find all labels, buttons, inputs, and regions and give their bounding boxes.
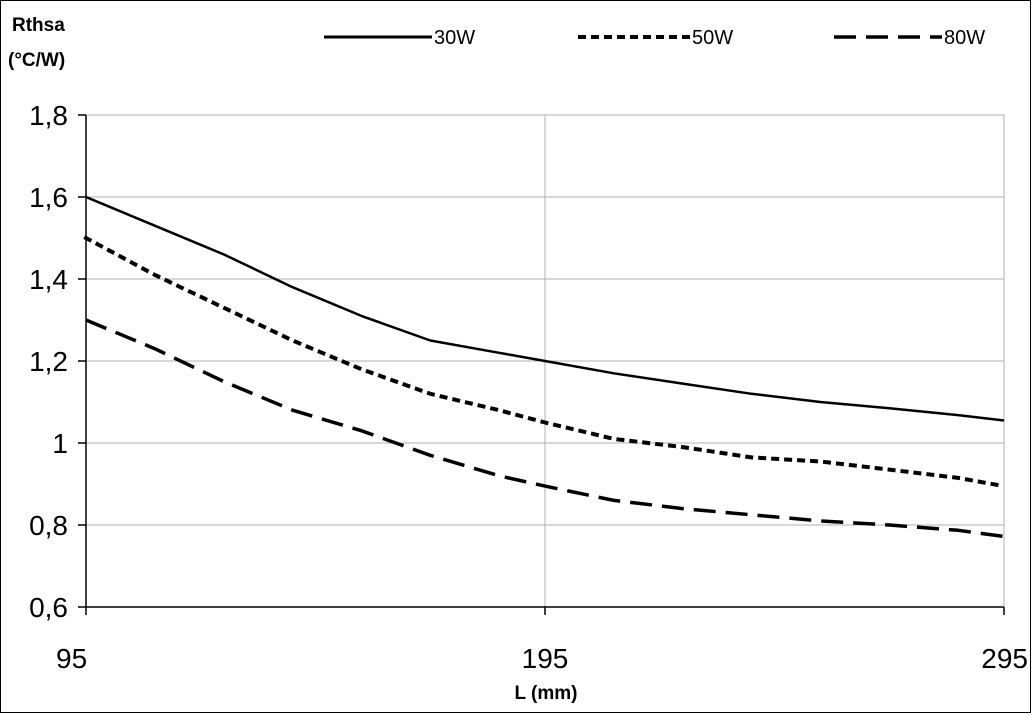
axes: 0,6 0,8 1 1,2 1,4 1,6 1,8 95 195 295 (29, 100, 1028, 674)
y-tick-label: 1,6 (29, 182, 68, 213)
y-tick-label: 0,8 (29, 510, 68, 541)
y-axis-title-line2: (°C/W) (8, 50, 65, 71)
x-tick-label: 295 (981, 643, 1028, 674)
x-tick-label: 95 (56, 643, 87, 674)
grid-lines (86, 114, 1005, 607)
y-tick-label: 0,6 (29, 592, 68, 623)
y-tick-label: 1,4 (29, 264, 68, 295)
y-axis-title-line1: Rthsa (12, 15, 65, 36)
y-tick-label: 1,2 (29, 346, 68, 377)
legend: 30W 50W 80W (324, 27, 985, 49)
y-tick-label: 1 (52, 428, 68, 459)
legend-label-80w: 80W (944, 27, 985, 49)
legend-label-30w: 30W (434, 27, 475, 49)
x-axis-title: L (mm) (515, 683, 578, 704)
series-line-50w (83, 235, 1007, 489)
series-line-30w (85, 195, 1005, 422)
data-series (83, 195, 1007, 539)
y-tick-label: 1,8 (29, 100, 68, 131)
x-tick-label: 195 (522, 643, 569, 674)
legend-label-50w: 50W (692, 27, 733, 49)
series-line-80w (85, 318, 1005, 539)
